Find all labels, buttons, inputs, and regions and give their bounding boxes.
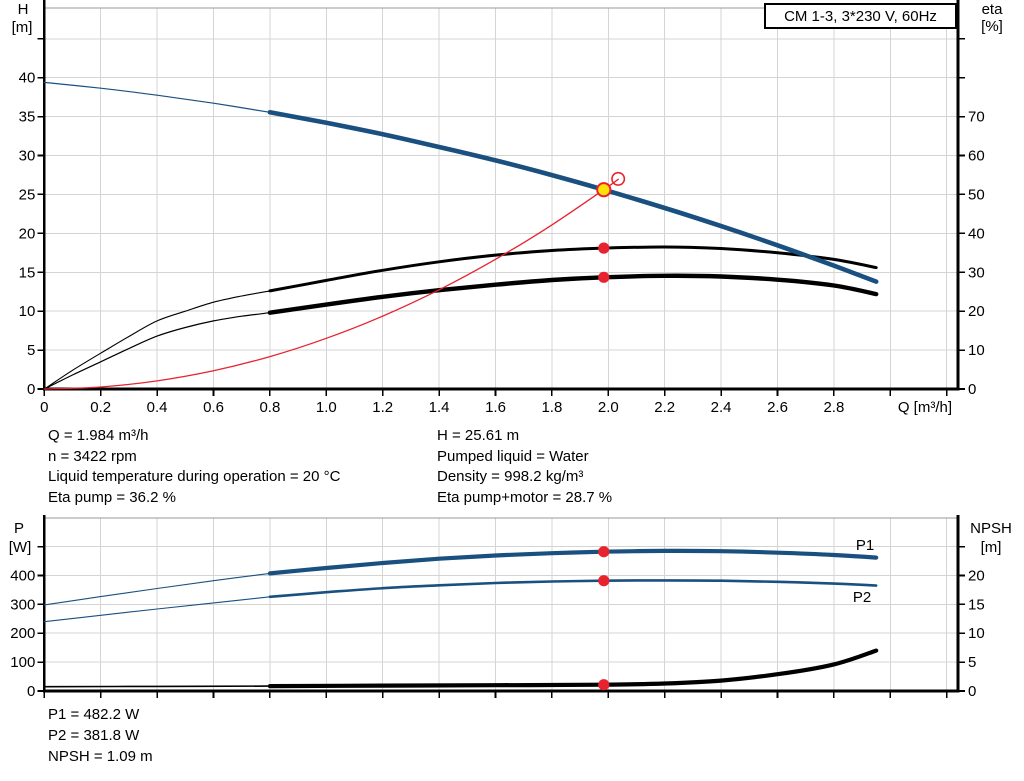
operating-point-info-left: Q = 1.984 m³/h n = 3422 rpm Liquid tempe… <box>48 426 340 508</box>
power-npsh-chart: 0 100 200 300 400 0 5 10 15 20 P [W] NPSH [m] P1 P2 <box>9 515 1012 700</box>
axis-title: [W] <box>9 539 32 556</box>
x-tick-label: 2.0 <box>598 399 619 416</box>
info-p2: P2 = 381.8 W <box>48 727 140 744</box>
x-tick-label: 1.8 <box>541 399 562 416</box>
x-tick-label: 2.4 <box>711 399 732 416</box>
x-tick-label: 1.4 <box>429 399 450 416</box>
x-tick-label: 0.8 <box>259 399 280 416</box>
right-tick-label: 40 <box>968 225 985 242</box>
right-tick-label: 20 <box>968 303 985 320</box>
left-tick-label: 20 <box>19 225 36 242</box>
axis-title: [%] <box>981 18 1003 35</box>
axis-title: NPSH <box>970 520 1012 537</box>
left-tick-label: 15 <box>19 264 36 281</box>
pump-model-title-box: CM 1-3, 3*230 V, 60Hz <box>764 3 957 29</box>
x-tick-label: 1.0 <box>316 399 337 416</box>
info-speed: n = 3422 rpm <box>48 447 137 465</box>
p2-duty-dot <box>598 575 610 587</box>
x-tick-label: 0.6 <box>203 399 224 416</box>
x-tick-label: 2.8 <box>823 399 844 416</box>
axis-title: H <box>18 1 29 18</box>
left-tick-label: 35 <box>19 109 36 126</box>
p1-curve-label: P1 <box>856 537 874 554</box>
p1-duty-dot <box>598 546 610 558</box>
eta-pump-curve <box>268 245 878 293</box>
info-head: H = 25.61 m <box>437 427 520 444</box>
right-tick-label: 15 <box>968 596 985 613</box>
info-flow: Q = 1.984 m³/h <box>48 427 149 444</box>
left-tick-label: 30 <box>19 148 36 165</box>
x-tick-label: 0.4 <box>147 399 168 416</box>
right-tick-label: 20 <box>968 567 985 584</box>
power-npsh-info: P1 = 482.2 W P2 = 381.8 W NPSH = 1.09 m <box>48 704 153 767</box>
right-tick-label: 50 <box>968 186 985 203</box>
left-tick-label: 400 <box>10 567 35 584</box>
pump-model-label: CM 1-3, 3*230 V, 60Hz <box>784 7 937 25</box>
info-eta-pump: Eta pump = 36.2 % <box>48 488 176 506</box>
eta-pump-duty-dot <box>598 242 610 254</box>
info-npsh: NPSH = 1.09 m <box>48 748 153 765</box>
operating-point-info-right: H = 25.61 m Pumped liquid = Water Densit… <box>437 426 612 508</box>
info-eta-pump-motor: Eta pump+motor = 28.7 % <box>437 488 613 506</box>
p2-curve <box>268 579 878 599</box>
system-curve <box>43 178 619 390</box>
x-tick-label: 2.2 <box>654 399 675 416</box>
npsh-duty-dot <box>598 679 610 691</box>
x-tick-label: 1.2 <box>372 399 393 416</box>
axis-title: Q [m³/h] <box>898 399 952 416</box>
eta-pump-motor-curve <box>267 273 879 315</box>
left-tick-label: 5 <box>27 342 35 359</box>
info-p1: P1 = 482.2 W <box>48 706 140 723</box>
right-tick-label: 70 <box>968 109 985 126</box>
info-liquid-temperature: Liquid temperature during operation = 20… <box>48 468 341 486</box>
x-tick-label: 0.2 <box>90 399 111 416</box>
right-tick-label: 5 <box>968 654 976 671</box>
hq-eta-chart: 0 0.2 0.4 0.6 0.8 1.0 1.2 1.4 1.6 1.8 2.0 2.2 2.4 2.6… <box>12 0 1004 416</box>
right-tick-label: 0 <box>968 683 976 700</box>
x-tick-label: 2.6 <box>767 399 788 416</box>
h-curve-thin <box>43 81 271 113</box>
left-tick-label: 200 <box>10 625 35 642</box>
right-tick-label: 10 <box>968 342 985 359</box>
p2-curve-thin <box>43 596 271 623</box>
left-tick-label: 40 <box>19 70 36 87</box>
h-curve <box>267 110 879 284</box>
right-tick-label: 60 <box>968 148 985 165</box>
left-tick-label: 0 <box>27 683 35 700</box>
info-density: Density = 998.2 kg/m³ <box>437 468 584 486</box>
requested-duty-ring <box>611 171 626 186</box>
eta-pump-curve-thin <box>43 290 271 390</box>
x-tick-label: 0 <box>40 399 48 416</box>
x-tick-label: 1.6 <box>485 399 506 416</box>
left-tick-label: 10 <box>19 303 36 320</box>
axis-title: P <box>14 520 24 537</box>
eta-pump-motor-duty-dot <box>598 271 610 283</box>
eta-pump-motor-curve-thin <box>43 312 271 390</box>
p1-curve-thin <box>43 572 271 606</box>
axis-title: [m] <box>12 19 33 36</box>
axis-title: eta <box>982 1 1004 18</box>
p1-curve <box>267 548 879 576</box>
right-tick-label: 30 <box>968 264 985 281</box>
axis-title: [m] <box>981 539 1002 556</box>
p2-curve-label: P2 <box>853 589 871 606</box>
left-tick-label: 100 <box>10 654 35 671</box>
left-tick-label: 25 <box>19 186 36 203</box>
npsh-curve-thin <box>43 685 271 688</box>
npsh-curve <box>267 648 879 689</box>
right-tick-label: 10 <box>968 625 985 642</box>
right-tick-label: 0 <box>968 381 976 398</box>
left-tick-label: 300 <box>10 596 35 613</box>
info-pumped-liquid: Pumped liquid = Water <box>437 447 589 465</box>
duty-point-marker <box>596 182 612 198</box>
left-tick-label: 0 <box>27 381 35 398</box>
